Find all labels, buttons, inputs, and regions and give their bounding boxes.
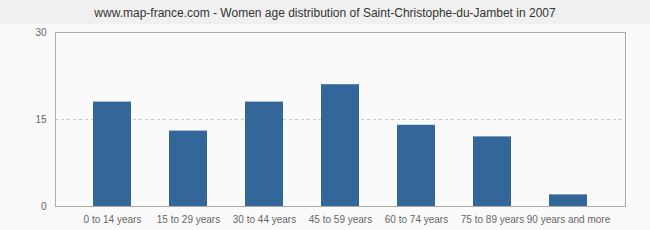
html-text:www.map-france.com - Women age: www.map-france.com - Women age distribut… [94,6,556,20]
svg-text:0 to 14 years: 0 to 14 years [84,214,142,225]
svg-text:75 to 89 years: 75 to 89 years [461,214,524,225]
svg-text:0: 0 [41,201,47,212]
svg-text:30 to 44 years: 30 to 44 years [233,214,296,225]
svg-text:15: 15 [35,114,47,125]
svg-text:60 to 74 years: 60 to 74 years [385,214,448,225]
svg-text:45 to 59 years: 45 to 59 years [309,214,372,225]
svg-text:30: 30 [35,27,47,38]
svg-text:90 years and more: 90 years and more [527,214,611,225]
svg-text:15 to 29 years: 15 to 29 years [157,214,220,225]
